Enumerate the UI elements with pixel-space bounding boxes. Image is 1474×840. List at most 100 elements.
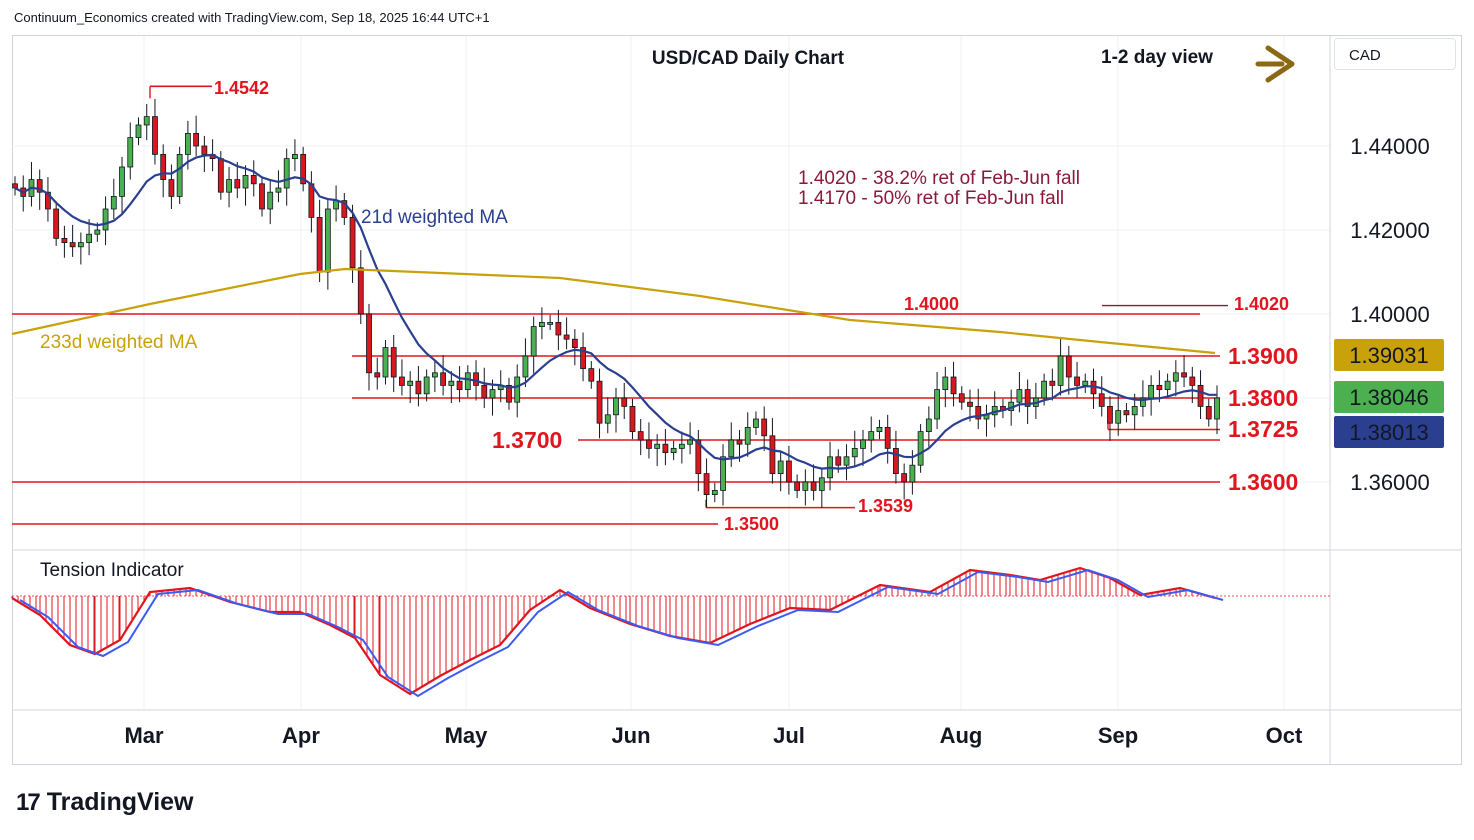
candle-body-13	[119, 166, 125, 197]
candle-body-41	[349, 216, 356, 269]
moving-averages	[11, 153, 1217, 470]
candle-body-45	[382, 347, 389, 378]
candle-body-33	[283, 158, 290, 189]
candle-body-109	[909, 464, 916, 483]
price-tag-1: 1.38046	[1349, 385, 1429, 410]
candle-body-49	[415, 380, 422, 395]
candle-body-139	[1156, 384, 1163, 390]
candle-body-76	[637, 431, 644, 441]
candle-body-134	[1115, 410, 1122, 424]
candle-body-98	[818, 477, 825, 491]
candle-body-0	[12, 183, 18, 189]
candle-body-15	[135, 124, 142, 139]
candle-body-84	[703, 473, 710, 496]
candle-body-9	[86, 233, 92, 243]
candle-body-63	[530, 326, 537, 357]
candle-body-8	[77, 242, 84, 248]
month-label-Apr: Apr	[282, 723, 320, 748]
candle-body-20	[176, 153, 183, 197]
candle-body-110	[917, 431, 924, 466]
candle-body-106	[884, 426, 891, 449]
candle-body-70	[588, 368, 595, 382]
level-label-1.3900: 1.3900	[1228, 343, 1298, 369]
candle-body-100	[835, 456, 842, 466]
candle-body-107	[893, 447, 899, 474]
tension-indicator-pane	[11, 566, 1330, 698]
candle-body-71	[596, 380, 603, 424]
candle-body-7	[69, 242, 76, 248]
candle-body-146	[1214, 397, 1220, 420]
candle-body-25	[217, 158, 224, 193]
candle-body-73	[613, 397, 619, 416]
tradingview-logo[interactable]: 17 TradingView	[16, 788, 194, 817]
candle-body-125	[1041, 380, 1048, 399]
candle-body-82	[687, 439, 693, 445]
candle-body-116	[967, 401, 973, 407]
candle-body-47	[399, 376, 405, 386]
candle-body-12	[110, 195, 117, 210]
candle-body-21	[184, 132, 191, 155]
price-tick-3: 1.36000	[1350, 470, 1430, 495]
candle-body-101	[843, 456, 850, 466]
candle-body-144	[1197, 384, 1204, 407]
candle-body-37	[316, 216, 323, 273]
chart-labels: USD/CAD Daily Chart 1-2 day view 1.4020 - …	[40, 45, 1299, 581]
candle-body-60	[506, 384, 512, 403]
level-label-1.3539: 1.3539	[858, 496, 913, 516]
candle-body-26	[226, 179, 232, 193]
candle-body-102	[851, 447, 858, 458]
annotation-1: 1.4020 - 38.2% ret of Feb-Jun fall	[798, 168, 1080, 189]
candle-body-113	[942, 376, 949, 391]
candle-body-34	[292, 153, 298, 159]
candle-body-129	[1074, 376, 1080, 386]
candle-body-19	[168, 179, 175, 197]
currency-selector[interactable]: CAD	[1334, 38, 1456, 70]
candle-body-136	[1131, 405, 1138, 416]
candle-body-112	[934, 389, 940, 420]
support-resistance-levels	[12, 85, 1228, 525]
price-tag-bg-0	[1334, 339, 1444, 371]
chart-frame	[12, 35, 1462, 765]
price-tag-0: 1.39031	[1349, 343, 1429, 368]
candle-body-38	[324, 208, 331, 273]
chart-title: USD/CAD Daily Chart	[652, 48, 845, 69]
candle-body-31	[267, 191, 274, 210]
candle-body-4	[45, 191, 51, 210]
candle-body-114	[950, 376, 957, 395]
candle-body-122	[1016, 389, 1023, 403]
candle-body-56	[473, 372, 479, 386]
candle-body-43	[366, 313, 372, 374]
candle-body-6	[61, 237, 68, 243]
candle-body-93	[777, 460, 784, 474]
candle-body-90	[753, 418, 759, 428]
candle-body-80	[670, 447, 677, 453]
indicator-fast-line	[11, 566, 1216, 696]
candle-body-108	[901, 473, 908, 483]
candle-body-111	[925, 418, 932, 432]
candle-body-17	[152, 116, 158, 155]
month-label-Oct: Oct	[1266, 723, 1303, 748]
candle-body-91	[761, 418, 768, 437]
indicator-label: Tension Indicator	[40, 560, 184, 581]
sideways-arrow-icon	[1255, 45, 1295, 83]
level-label-1.3600: 1.3600	[1228, 469, 1298, 495]
candle-body-83	[695, 439, 702, 474]
candle-body-29	[250, 174, 257, 185]
view-label: 1-2 day view	[1101, 47, 1213, 68]
candle-body-65	[547, 321, 554, 325]
candle-body-53	[448, 380, 455, 386]
candle-body-105	[876, 426, 883, 432]
candle-body-77	[646, 439, 652, 449]
ma-21d-line	[14, 153, 1217, 470]
candle-body-68	[571, 338, 578, 349]
candle-body-96	[802, 481, 809, 491]
candle-body-135	[1123, 410, 1130, 416]
annotation-2: 1.4170 - 50% ret of Feb-Jun fall	[798, 188, 1064, 209]
level-label-1.3500: 1.3500	[724, 514, 779, 534]
candle-body-75	[629, 405, 636, 432]
candle-body-128	[1065, 355, 1072, 378]
candle-body-30	[259, 183, 265, 210]
level-label-1.4542: 1.4542	[214, 78, 269, 98]
price-tag-bg-1	[1334, 381, 1444, 413]
